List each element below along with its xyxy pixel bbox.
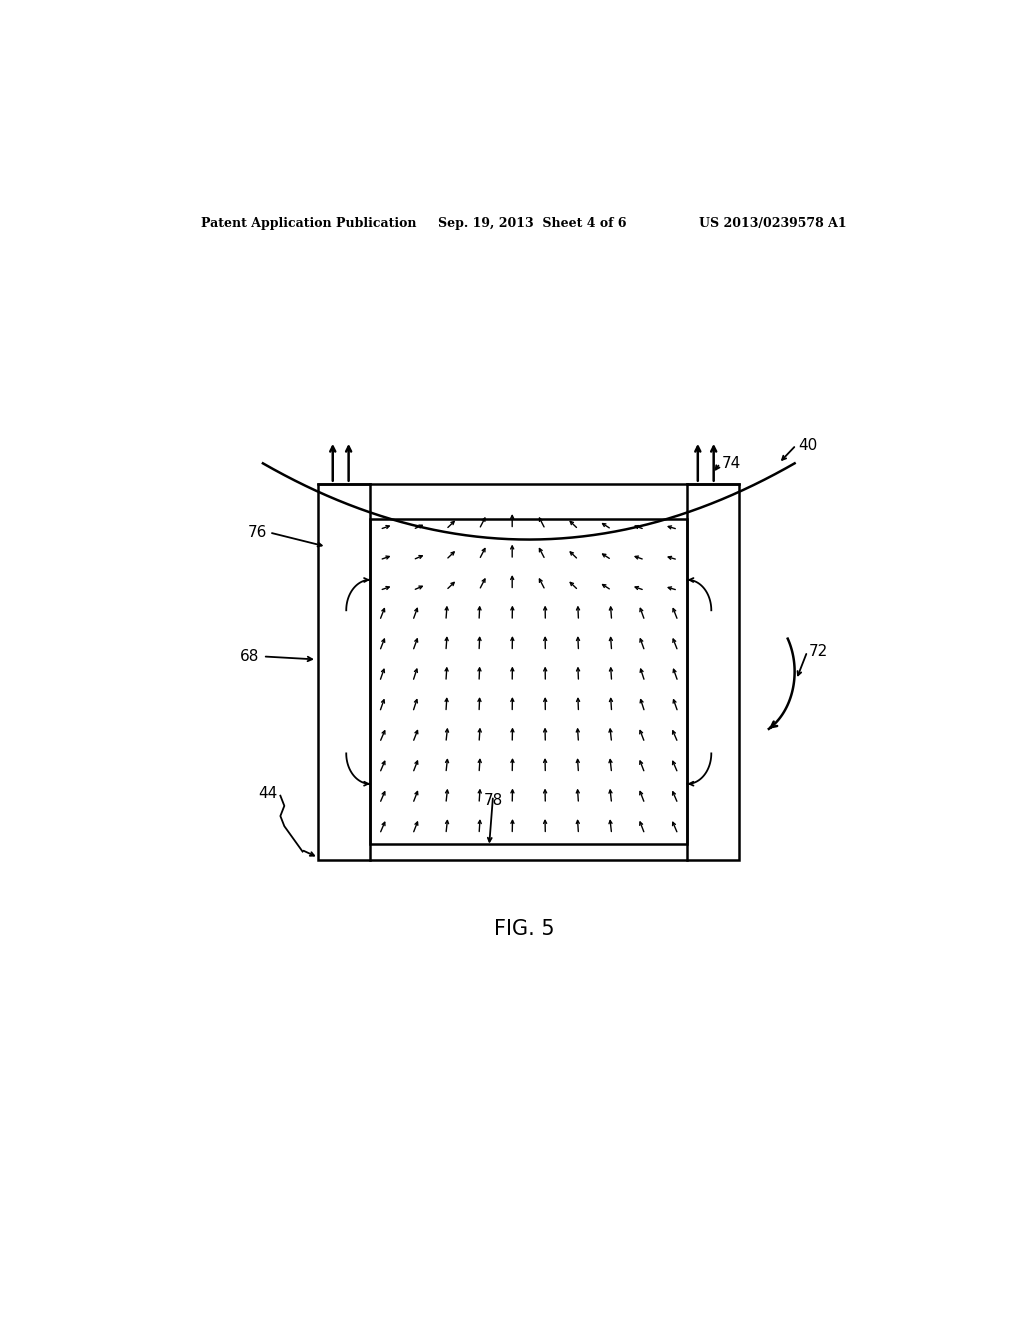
Bar bbox=[370, 519, 687, 845]
Text: US 2013/0239578 A1: US 2013/0239578 A1 bbox=[699, 218, 847, 231]
Text: 78: 78 bbox=[483, 793, 503, 808]
Text: Patent Application Publication: Patent Application Publication bbox=[201, 218, 417, 231]
Text: FIG. 5: FIG. 5 bbox=[495, 919, 555, 939]
Text: Sep. 19, 2013  Sheet 4 of 6: Sep. 19, 2013 Sheet 4 of 6 bbox=[437, 218, 626, 231]
Text: 76: 76 bbox=[248, 525, 267, 540]
Bar bbox=[318, 483, 739, 859]
Text: 74: 74 bbox=[722, 455, 740, 471]
Text: 68: 68 bbox=[240, 649, 259, 664]
Text: 40: 40 bbox=[799, 437, 818, 453]
Text: 44: 44 bbox=[258, 787, 278, 801]
Text: 72: 72 bbox=[809, 644, 828, 659]
